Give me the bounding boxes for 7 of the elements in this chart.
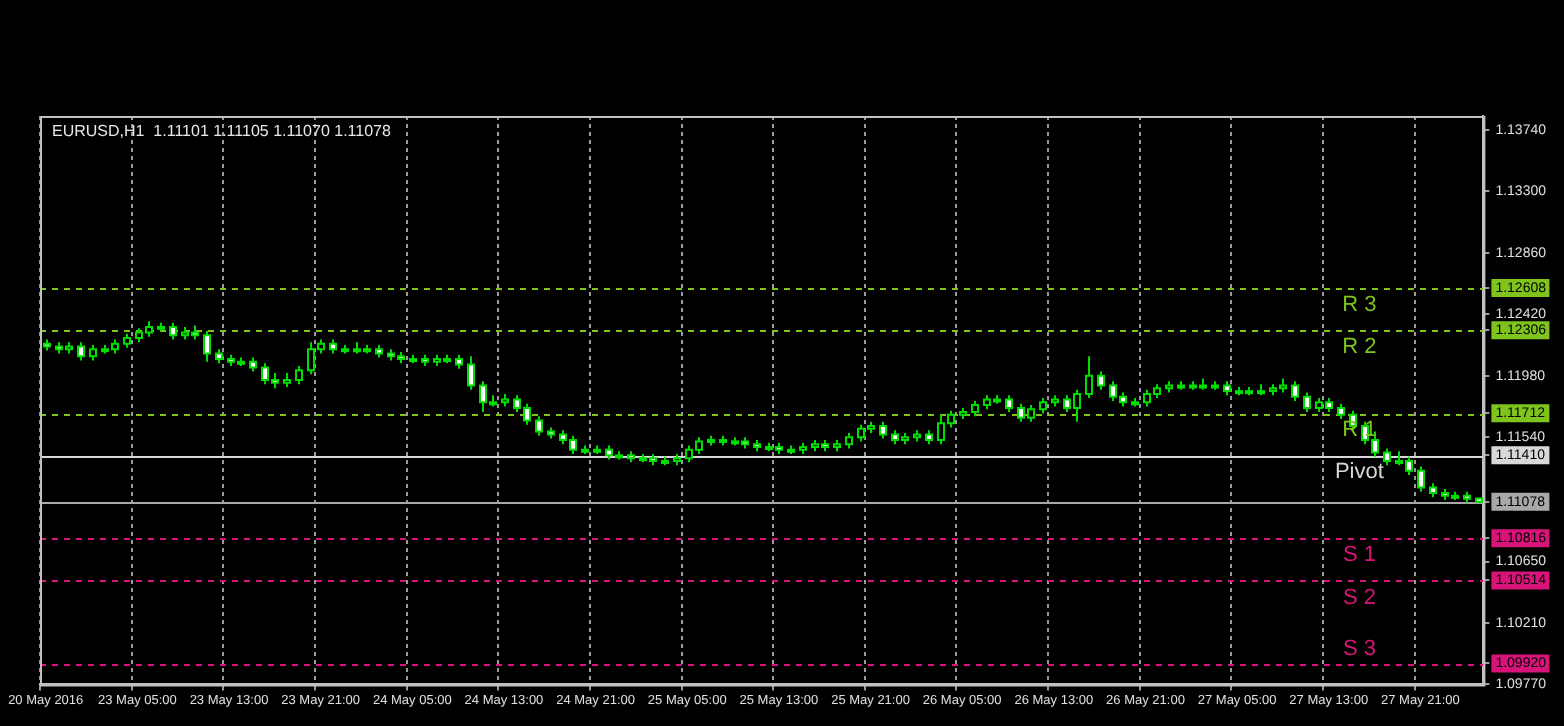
ref-line-label: S 2 [1342,585,1376,610]
ref-line-label: R 3 [1342,293,1377,318]
chart-title: EURUSD,H1 1.11101 1.11105 1.11070 1.11078 [52,122,393,141]
ref-line-label: S 1 [1342,543,1376,568]
ref-line-label: R 2 [1342,335,1377,360]
ref-line-label: Pivot [1334,460,1384,485]
ref-line-label: S 3 [1342,636,1376,661]
